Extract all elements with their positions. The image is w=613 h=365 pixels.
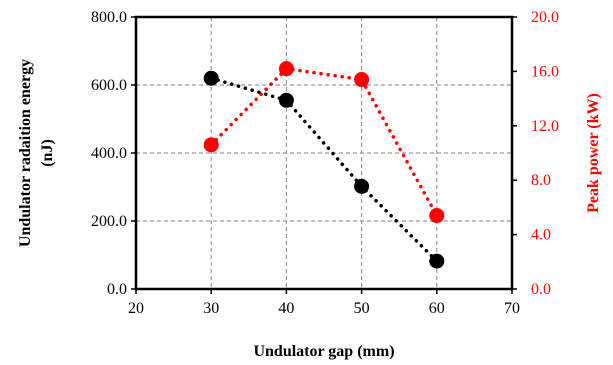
x-tick-label: 30 xyxy=(203,300,219,317)
radiation-energy-point xyxy=(278,92,294,108)
x-tick-label: 60 xyxy=(429,300,445,317)
y-axis-title-line-2: (nJ) xyxy=(39,139,56,167)
y-tick-label: 800.0 xyxy=(91,9,127,26)
x-axis-title: Undulator gap (mm) xyxy=(253,343,394,360)
y2-tick-label: 4.0 xyxy=(531,227,551,244)
y2-tick-label: 0.0 xyxy=(531,281,551,298)
peak-power-point xyxy=(203,137,219,153)
series-layer xyxy=(203,61,445,269)
y-tick-label: 200.0 xyxy=(91,213,127,230)
peak-power-point xyxy=(278,61,294,77)
radiation-energy-series-line xyxy=(209,76,439,263)
x-tick-label: 50 xyxy=(354,300,370,317)
y-tick-label: 400.0 xyxy=(91,145,127,162)
y-axis-title-line-1: Undulator radaition energy xyxy=(17,59,34,247)
x-tick-label: 20 xyxy=(128,300,144,317)
x-tick-label: 40 xyxy=(278,300,294,317)
y-tick-label: 600.0 xyxy=(91,77,127,94)
y2-tick-label: 16.0 xyxy=(531,63,559,80)
grid-lines xyxy=(136,17,512,289)
radiation-energy-point xyxy=(354,178,370,194)
x-tick-label: 70 xyxy=(504,300,520,317)
y2-axis-title: Peak power (kW) xyxy=(585,93,602,213)
radiation-energy-point xyxy=(203,70,219,86)
peak-power-point xyxy=(429,208,445,224)
y2-tick-label: 20.0 xyxy=(531,9,559,26)
peak-power-point xyxy=(354,72,370,88)
y2-tick-label: 8.0 xyxy=(531,172,551,189)
y-tick-label: 0.0 xyxy=(107,281,127,298)
tick-layer: 20 30 40 50 60 70 0.0 200.0 400.0 600.0 800.0 0.0 4.… xyxy=(91,9,559,317)
radiation-energy-point xyxy=(429,253,445,269)
y2-tick-label: 12.0 xyxy=(531,118,559,135)
